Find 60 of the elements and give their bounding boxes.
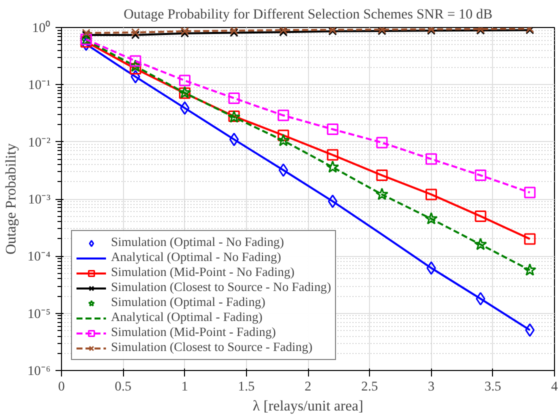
legend-label: Simulation (Closest to Source - Fading) [111,340,312,355]
point [375,188,388,200]
point [524,186,536,198]
point [426,188,437,200]
y-tick-label: 10⁻² [28,134,51,150]
point [278,130,290,142]
point [230,28,238,35]
x-tick-label: 0.5 [114,378,132,394]
y-axis-title: Outage Probability [4,142,20,255]
x-tick-label: 1.5 [238,378,256,394]
point [376,136,388,148]
x-tick-label: 0 [58,378,66,394]
point [474,210,486,222]
point [278,163,288,177]
legend-label: Simulation (Closest to Source - No Fading) [111,280,332,295]
point [474,170,486,182]
chart-title: Outage Probability for Different Selection Schemes SNR = 10 dB [124,8,492,22]
point [179,74,190,86]
point [130,62,142,74]
point [128,59,142,72]
point [328,194,338,208]
point [376,170,388,182]
point [131,28,140,37]
point [131,30,140,40]
point [326,160,340,173]
point [130,70,140,84]
point [278,110,290,122]
point [276,134,290,146]
y-tick-label: 10⁻³ [28,192,51,206]
x-tick-label: 3 [428,378,435,394]
point [228,92,240,104]
x-tick-label: 3.5 [484,378,502,394]
y-tick-label: 10⁻¹ [28,77,51,92]
y-tick-label: 10⁰ [32,20,50,35]
legend-label: Simulation (Optimal - Fading) [111,295,266,310]
x-tick-label: 2 [304,378,312,394]
legend-label: Analytical (Optimal - Fading) [111,310,262,325]
point [523,263,536,276]
point [426,153,437,165]
x-tick-label: 4 [551,378,558,394]
x-tick-label: 2.5 [361,378,378,394]
y-tick-label: 10⁻⁵ [28,306,51,321]
y-tick-label: 10⁻⁶ [28,363,51,378]
legend-label: Simulation (Mid-Point - No Fading) [111,265,295,280]
legend-label: Simulation (Mid-Point - Fading) [111,325,276,340]
legend-label: Simulation (Optimal - No Fading) [111,235,284,250]
point [525,323,535,337]
point [424,212,438,224]
point [326,124,338,135]
point [524,233,536,245]
x-tick-label: 1 [181,378,188,394]
x-axis-title: λ [relays/unit area] [252,398,364,414]
point [326,149,338,161]
point [229,132,239,146]
y-tick-label: 10⁻⁴ [28,248,51,264]
point [230,28,238,38]
legend-label: Analytical (Optimal - No Fading) [111,250,282,265]
point [474,238,488,250]
point [476,292,486,306]
point [130,55,142,67]
